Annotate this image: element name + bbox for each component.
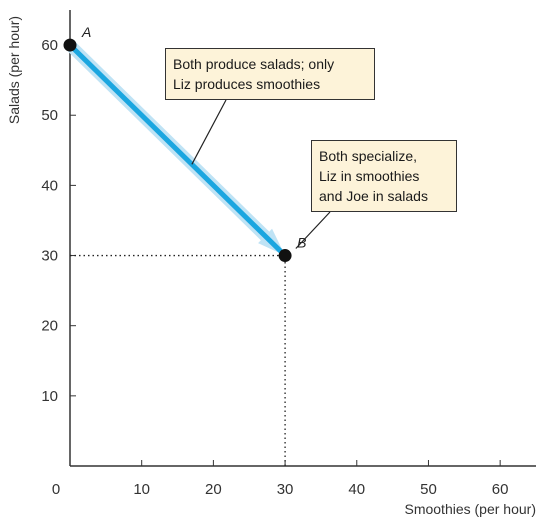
- y-tick-label-10: 10: [41, 388, 58, 405]
- y-tick-label-60: 60: [41, 37, 58, 54]
- x-tick-label-0: 0: [52, 481, 60, 498]
- x-tick-label-50: 50: [420, 481, 437, 498]
- points: AB: [63, 24, 306, 263]
- point-a: [63, 38, 77, 52]
- annotation-point-b: Both specialize, Liz in smoothies and Jo…: [311, 140, 457, 212]
- point-b: [278, 249, 292, 263]
- series-line: [68, 43, 283, 254]
- annotation-line: Both produce salads; only Liz produces s…: [165, 48, 375, 100]
- x-tick-label-20: 20: [205, 481, 222, 498]
- series: [65, 40, 286, 256]
- guide-lines: [70, 254, 286, 466]
- annotation-pointers: [191, 99, 331, 249]
- pointer-point-b-note: [295, 211, 331, 249]
- pointer-line-note: [191, 99, 227, 165]
- point-label-b: B: [297, 235, 306, 251]
- x-tick-label-60: 60: [492, 481, 509, 498]
- y-tick-label-30: 30: [41, 248, 58, 265]
- x-tick-label-40: 40: [348, 481, 365, 498]
- annotation-line-1: Both produce salads; only: [173, 56, 335, 72]
- x-axis-label: Smoothies (per hour): [404, 501, 536, 517]
- y-tick-label-20: 20: [41, 318, 58, 335]
- tick-labels: 0 10 20 30 40 50 60 10 20 30 40 50 60: [41, 37, 508, 498]
- point-label-a: A: [81, 24, 91, 40]
- x-tick-label-10: 10: [133, 481, 150, 498]
- y-tick-label-50: 50: [41, 107, 58, 124]
- annotation-b-line-2: Liz in smoothies: [319, 168, 420, 184]
- annotation-b-line-1: Both specialize,: [319, 148, 418, 164]
- annotation-b-line-3: and Joe in salads: [319, 188, 428, 204]
- x-tick-label-30: 30: [277, 481, 294, 498]
- y-tick-label-40: 40: [41, 177, 58, 194]
- y-axis-label: Salads (per hour): [6, 16, 22, 124]
- annotation-line-2: Liz produces smoothies: [173, 76, 321, 92]
